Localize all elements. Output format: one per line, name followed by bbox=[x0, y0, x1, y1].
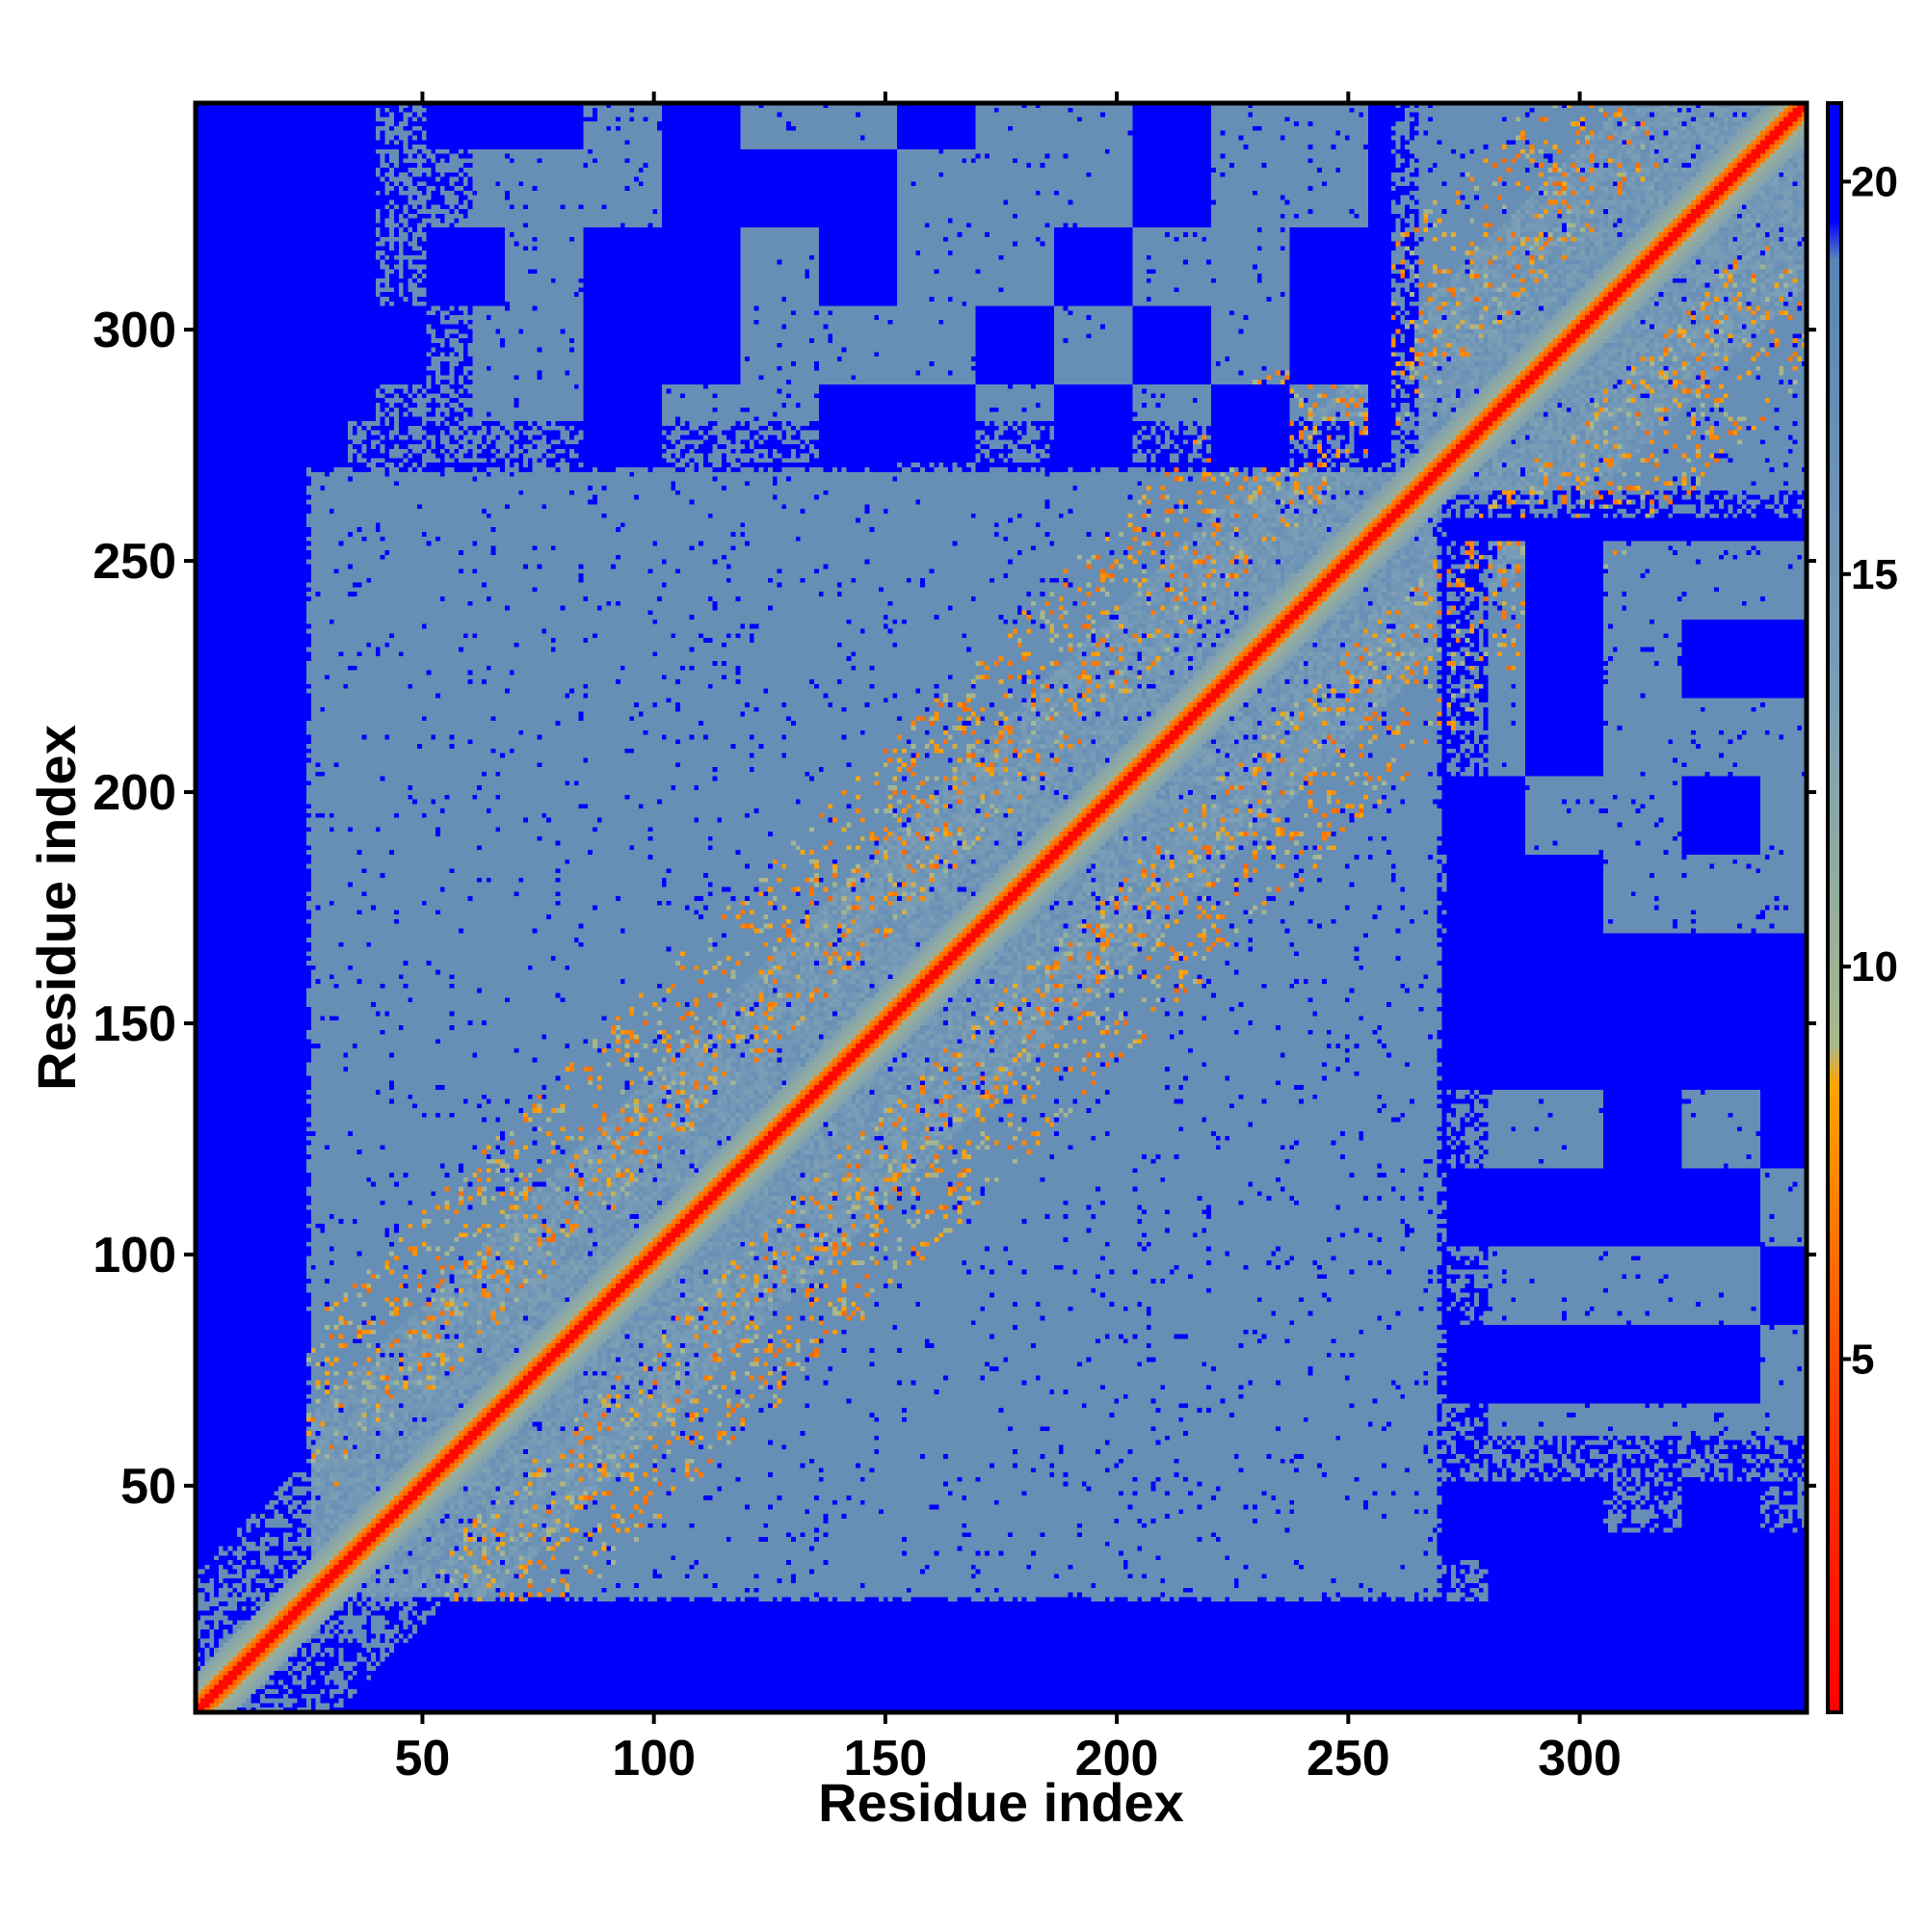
y-axis-ticks: 50 100 150 200 250 300 bbox=[92, 303, 1816, 1515]
colorbar-ticks: 5 10 15 20 bbox=[1841, 158, 1898, 1383]
y-tick-label: 150 bbox=[92, 996, 176, 1052]
colorbar bbox=[1826, 101, 1843, 1714]
y-tick-label: 250 bbox=[92, 534, 176, 590]
y-tick-label: 100 bbox=[92, 1228, 176, 1284]
x-tick-label: 100 bbox=[612, 1731, 696, 1786]
y-tick-label: 50 bbox=[120, 1459, 176, 1515]
y-tick-label: 300 bbox=[92, 303, 176, 358]
x-axis-ticks: 50 100 150 200 250 300 bbox=[395, 92, 1622, 1786]
colorbar-tick-label: 5 bbox=[1851, 1336, 1874, 1383]
x-axis-label: Residue index bbox=[818, 1772, 1184, 1833]
heatmap-image bbox=[196, 103, 1807, 1712]
x-tick-label: 50 bbox=[395, 1731, 451, 1786]
colorbar-tick-label: 10 bbox=[1851, 943, 1898, 991]
plot-frame bbox=[193, 100, 1809, 1715]
x-tick-label: 150 bbox=[844, 1731, 928, 1786]
x-tick-label: 300 bbox=[1538, 1731, 1622, 1786]
y-tick-label: 200 bbox=[92, 765, 176, 821]
heatmap-cells bbox=[196, 103, 1807, 1712]
colorbar-tick-label: 20 bbox=[1851, 158, 1898, 205]
x-tick-label: 200 bbox=[1075, 1731, 1159, 1786]
colorbar-tick-label: 15 bbox=[1851, 551, 1898, 598]
x-tick-label: 250 bbox=[1307, 1731, 1390, 1786]
y-axis-label: Residue index bbox=[26, 725, 87, 1091]
